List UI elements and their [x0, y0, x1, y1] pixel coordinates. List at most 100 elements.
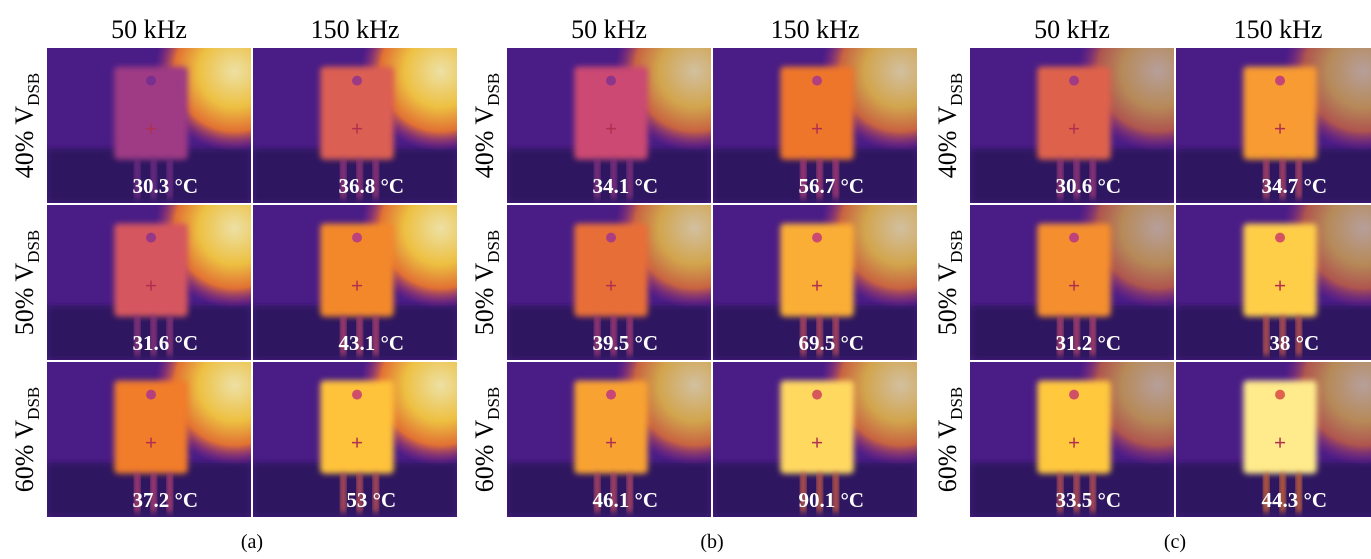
crosshair — [1275, 437, 1286, 448]
row-label-sub: DSB — [484, 387, 503, 420]
crosshair — [812, 123, 823, 134]
device-lead — [627, 473, 633, 513]
row-label: 60% VDSB — [10, 387, 43, 493]
device-lead — [167, 473, 173, 513]
device — [1243, 223, 1317, 317]
row-label-sub: DSB — [24, 387, 43, 420]
device-lead — [340, 473, 346, 513]
thermal-image — [253, 362, 457, 517]
device-lead — [833, 473, 839, 513]
device-lead — [611, 316, 617, 356]
device-lead — [1057, 159, 1063, 199]
temperature-label: 46.1 °C — [593, 488, 659, 512]
temperature-label: 36.8 °C — [339, 174, 405, 198]
device-hole — [1275, 389, 1286, 400]
device-hole — [1069, 389, 1080, 400]
crosshair — [146, 280, 157, 291]
thermal-image — [507, 205, 711, 360]
device-lead — [627, 159, 633, 199]
device — [320, 66, 394, 160]
device — [1037, 223, 1111, 317]
device-lead — [1074, 159, 1080, 199]
panel-caption: (a) — [241, 531, 263, 553]
device — [574, 66, 648, 160]
crosshair — [1069, 280, 1080, 291]
row-label-text: 50% V — [10, 263, 39, 336]
temperature-label: 30.3 °C — [133, 174, 199, 198]
crosshair — [606, 123, 617, 134]
device-lead — [134, 159, 140, 199]
device-lead — [817, 473, 823, 513]
crosshair — [606, 437, 617, 448]
device-lead — [357, 473, 363, 513]
device-lead — [594, 159, 600, 199]
thermal-image — [47, 48, 251, 203]
device — [1037, 66, 1111, 160]
thermal-image — [1176, 362, 1371, 517]
row-label-text: 40% V — [933, 106, 962, 179]
row-label: 40% VDSB — [933, 73, 966, 179]
device-hole — [812, 232, 823, 243]
device — [320, 223, 394, 317]
device-hole — [812, 389, 823, 400]
device — [114, 380, 188, 474]
thermal-image — [713, 205, 917, 360]
device-lead — [1074, 473, 1080, 513]
device-lead — [1263, 316, 1269, 356]
device-lead — [1263, 473, 1269, 513]
thermal-image — [47, 362, 251, 517]
device-lead — [800, 473, 806, 513]
device-lead — [134, 316, 140, 356]
column-header: 150 kHz — [311, 15, 400, 44]
crosshair — [812, 280, 823, 291]
device — [780, 223, 854, 317]
device-lead — [1074, 316, 1080, 356]
device-lead — [151, 159, 157, 199]
device-lead — [594, 316, 600, 356]
device-lead — [800, 159, 806, 199]
row-label: 40% VDSB — [470, 73, 503, 179]
crosshair — [1069, 437, 1080, 448]
device-lead — [373, 316, 379, 356]
row-label-text: 50% V — [470, 263, 499, 336]
device-hole — [352, 75, 363, 86]
panel-caption: (c) — [1164, 531, 1186, 553]
temperature-label: 37.2 °C — [133, 488, 199, 512]
device-lead — [167, 159, 173, 199]
device-lead — [167, 316, 173, 356]
crosshair — [352, 437, 363, 448]
device-lead — [611, 473, 617, 513]
crosshair — [352, 123, 363, 134]
device-lead — [800, 316, 806, 356]
thermal-image — [1176, 205, 1371, 360]
crosshair — [812, 437, 823, 448]
device-hole — [352, 389, 363, 400]
thermal-image — [253, 48, 457, 203]
device-lead — [357, 316, 363, 356]
device-lead — [833, 316, 839, 356]
device-lead — [340, 316, 346, 356]
row-label-sub: DSB — [484, 230, 503, 263]
device-hole — [606, 232, 617, 243]
temperature-label: 31.6 °C — [133, 331, 199, 355]
row-label-text: 40% V — [10, 106, 39, 179]
device-lead — [1057, 473, 1063, 513]
device-hole — [812, 75, 823, 86]
device-lead — [1057, 316, 1063, 356]
crosshair — [146, 123, 157, 134]
temperature-label: 34.7 °C — [1262, 174, 1328, 198]
row-label-sub: DSB — [947, 230, 966, 263]
device-lead — [1263, 159, 1269, 199]
device — [1243, 380, 1317, 474]
device-lead — [1280, 473, 1286, 513]
crosshair — [1275, 280, 1286, 291]
row-label-text: 60% V — [470, 420, 499, 493]
column-header: 50 kHz — [571, 15, 647, 44]
device-lead — [1090, 159, 1096, 199]
panel-caption: (b) — [700, 531, 723, 553]
thermal-image — [713, 48, 917, 203]
column-header: 150 kHz — [771, 15, 860, 44]
